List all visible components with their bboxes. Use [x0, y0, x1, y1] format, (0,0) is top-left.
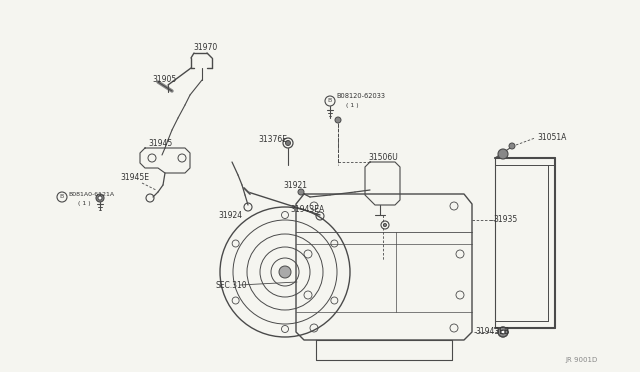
- Circle shape: [335, 117, 341, 123]
- Text: JR 9001D: JR 9001D: [565, 357, 597, 363]
- Circle shape: [98, 196, 102, 200]
- Text: 31924: 31924: [218, 211, 242, 219]
- Text: 31905: 31905: [152, 76, 176, 84]
- Text: 31945: 31945: [148, 138, 172, 148]
- Circle shape: [498, 149, 508, 159]
- Text: 31506U: 31506U: [368, 153, 397, 161]
- Text: 31943EA: 31943EA: [290, 205, 324, 215]
- Circle shape: [501, 330, 505, 334]
- Circle shape: [298, 189, 304, 195]
- Circle shape: [383, 224, 387, 227]
- Text: 31943EB: 31943EB: [475, 327, 509, 337]
- Circle shape: [498, 327, 508, 337]
- Text: B081A0-6121A: B081A0-6121A: [68, 192, 114, 198]
- Text: 31970: 31970: [193, 42, 217, 51]
- Text: B: B: [60, 195, 64, 199]
- Text: ( 1 ): ( 1 ): [78, 201, 91, 205]
- Text: SEC.310: SEC.310: [215, 280, 246, 289]
- Circle shape: [285, 141, 291, 145]
- Text: 31935: 31935: [493, 215, 517, 224]
- Text: B08120-62033: B08120-62033: [336, 93, 385, 99]
- Circle shape: [279, 266, 291, 278]
- Text: ( 1 ): ( 1 ): [346, 103, 358, 108]
- Text: 31376E: 31376E: [258, 135, 287, 144]
- Text: B: B: [328, 99, 332, 103]
- Text: 31945E: 31945E: [120, 173, 149, 183]
- Text: 31051A: 31051A: [537, 132, 566, 141]
- Circle shape: [509, 143, 515, 149]
- Circle shape: [96, 194, 104, 202]
- Text: 31921: 31921: [283, 180, 307, 189]
